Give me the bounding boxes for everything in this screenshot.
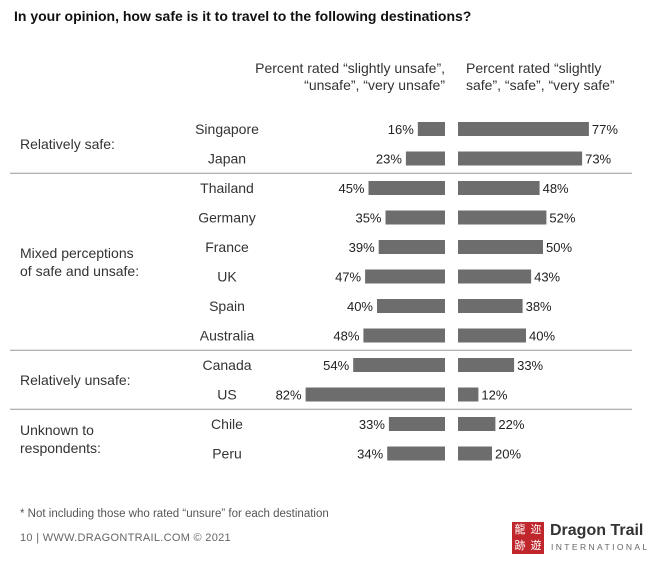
safe-value-label: 22% xyxy=(498,417,524,432)
left-column-header: Percent rated “slightly unsafe”, “unsafe… xyxy=(205,60,445,94)
safe-value-label: 12% xyxy=(481,388,507,403)
safe-bar xyxy=(458,446,492,461)
unsafe-value-label: 16% xyxy=(388,122,414,137)
unsafe-bar xyxy=(388,417,445,431)
unsafe-bar xyxy=(368,181,445,195)
unsafe-bar xyxy=(385,210,445,225)
group-label: Relatively unsafe: xyxy=(20,372,131,388)
group-label: Mixed perceptions xyxy=(20,245,134,261)
unsafe-value-label: 54% xyxy=(323,358,349,373)
country-label: UK xyxy=(217,269,237,285)
safe-value-label: 73% xyxy=(585,152,611,167)
unsafe-value-label: 23% xyxy=(376,152,402,167)
page-footer: 10 | WWW.DRAGONTRAIL.COM © 2021 xyxy=(20,532,231,544)
chart-title: In your opinion, how safe is it to trave… xyxy=(14,8,472,24)
safe-bar xyxy=(458,299,523,313)
safe-bar xyxy=(458,269,532,284)
unsafe-bar xyxy=(387,446,445,461)
country-label: Spain xyxy=(209,298,245,314)
group-label: Unknown to xyxy=(20,422,94,438)
country-label: Canada xyxy=(202,357,251,373)
unsafe-bar xyxy=(378,240,445,254)
safe-value-label: 77% xyxy=(592,122,618,137)
safe-bar xyxy=(458,240,543,254)
logo-mark-icon: 龍迩 跡遊 xyxy=(512,522,544,554)
unsafe-value-label: 45% xyxy=(338,181,364,196)
unsafe-value-label: 48% xyxy=(333,329,359,344)
country-label: France xyxy=(205,239,249,255)
safe-bar xyxy=(458,358,515,372)
unsafe-bar xyxy=(417,122,445,136)
footnote: * Not including those who rated “unsure”… xyxy=(20,508,329,520)
unsafe-bar xyxy=(405,151,445,166)
group-label: of safe and unsafe: xyxy=(20,263,139,279)
safe-bar xyxy=(458,387,479,402)
unsafe-value-label: 35% xyxy=(355,211,381,226)
group-label: Relatively safe: xyxy=(20,136,115,152)
group-label: respondents: xyxy=(20,440,101,456)
unsafe-value-label: 40% xyxy=(347,299,373,314)
logo-subtitle: INTERNATIONAL xyxy=(551,542,650,552)
safe-value-label: 38% xyxy=(526,299,552,314)
safe-bar xyxy=(458,122,589,136)
country-label: Peru xyxy=(212,446,242,462)
diverging-bar-chart: Relatively safe: Mixed perceptions of safe… xyxy=(10,121,632,462)
unsafe-value-label: 33% xyxy=(359,417,385,432)
right-column-header: Percent rated “slightly safe”, “safe”, “… xyxy=(466,60,654,94)
unsafe-bar xyxy=(305,387,445,402)
safe-bar xyxy=(458,181,540,195)
safe-value-label: 52% xyxy=(549,211,575,226)
left-header-line-2: “unsafe”, “very unsafe” xyxy=(304,77,445,93)
safe-value-label: 33% xyxy=(517,358,543,373)
country-label: US xyxy=(217,387,236,403)
safe-value-label: 40% xyxy=(529,329,555,344)
unsafe-value-label: 47% xyxy=(335,270,361,285)
logo-name: Dragon Trail xyxy=(550,522,644,539)
country-label: Singapore xyxy=(195,121,259,137)
unsafe-bar xyxy=(377,299,445,313)
right-header-line-2: safe”, “safe”, “very safe” xyxy=(466,77,615,93)
country-label: Japan xyxy=(208,151,246,167)
unsafe-bar xyxy=(365,269,445,284)
dragon-trail-logo: 龍迩 跡遊 Dragon Trail INTERNATIONAL xyxy=(512,522,647,558)
safe-value-label: 48% xyxy=(543,181,569,196)
unsafe-bar xyxy=(363,328,445,343)
right-header-line-1: Percent rated “slightly xyxy=(466,60,602,76)
safe-bar xyxy=(458,210,547,225)
unsafe-value-label: 34% xyxy=(357,447,383,462)
country-label: Thailand xyxy=(200,180,254,196)
safe-bar xyxy=(458,151,583,166)
country-label: Australia xyxy=(200,328,255,344)
country-label: Chile xyxy=(211,416,243,432)
unsafe-bar xyxy=(353,358,445,372)
safe-value-label: 43% xyxy=(534,270,560,285)
country-label: Germany xyxy=(198,210,256,226)
safe-value-label: 20% xyxy=(495,447,521,462)
unsafe-value-label: 39% xyxy=(349,240,375,255)
unsafe-value-label: 82% xyxy=(276,388,302,403)
safe-bar xyxy=(458,328,526,343)
left-header-line-1: Percent rated “slightly unsafe”, xyxy=(255,60,445,76)
safe-value-label: 50% xyxy=(546,240,572,255)
safe-bar xyxy=(458,417,496,431)
